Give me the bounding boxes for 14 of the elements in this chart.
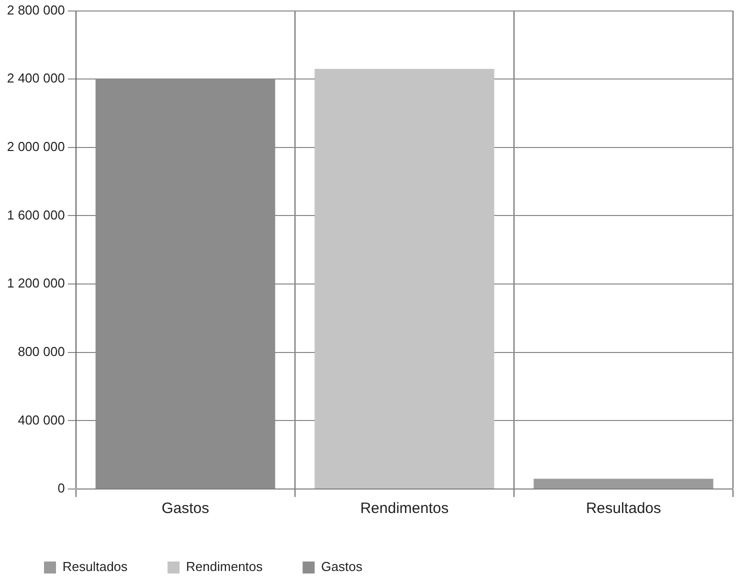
y-tick-label: 1 600 000 [6, 207, 65, 222]
y-tick-label: 2 000 000 [6, 139, 65, 154]
x-tick-label: Rendimentos [360, 500, 449, 518]
y-tick-label: 2 400 000 [6, 70, 65, 86]
x-tick-label: Resultados [586, 500, 661, 518]
y-tick-label: 400 000 [18, 412, 65, 428]
y-tick-label: 2 800 000 [6, 2, 65, 18]
y-tick-label: 800 000 [18, 344, 65, 359]
x-tick-label: Gastos [162, 500, 210, 518]
legend-label: Resultados [62, 559, 128, 574]
y-tick-label: 1 200 000 [6, 276, 65, 291]
legend-label: Rendimentos [186, 559, 264, 574]
legend-label: Gastos [321, 559, 363, 574]
y-tick-label: 0 [58, 480, 65, 496]
